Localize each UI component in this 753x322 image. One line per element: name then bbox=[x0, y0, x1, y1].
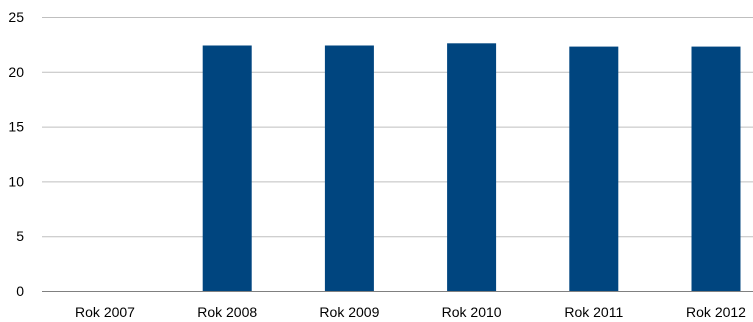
x-tick-label: Rok 2008 bbox=[197, 304, 257, 320]
x-tick-label: Rok 2011 bbox=[564, 304, 623, 320]
y-tick-label: 5 bbox=[16, 228, 24, 244]
x-tick-label: Rok 2010 bbox=[442, 304, 502, 320]
y-tick-label: 20 bbox=[8, 64, 24, 80]
bar bbox=[202, 45, 252, 291]
bar bbox=[447, 43, 497, 291]
x-tick-label: Rok 2012 bbox=[686, 304, 746, 320]
bar-series bbox=[202, 43, 741, 292]
gridlines bbox=[42, 17, 753, 238]
y-tick-label: 25 bbox=[8, 9, 24, 25]
bar bbox=[324, 45, 374, 291]
x-tick-label: Rok 2007 bbox=[75, 304, 135, 320]
bar bbox=[569, 46, 619, 292]
y-tick-label: 15 bbox=[8, 119, 24, 135]
x-axis: Rok 2007 Rok 2008 Rok 2009 Rok 2010 Rok 2011… bbox=[42, 291, 753, 320]
y-tick-label: 10 bbox=[8, 173, 24, 189]
x-tick-label: Rok 2009 bbox=[319, 304, 379, 320]
bar bbox=[691, 46, 741, 292]
y-axis: 0 5 10 15 20 25 bbox=[8, 9, 24, 299]
y-tick-label: 0 bbox=[16, 283, 24, 299]
